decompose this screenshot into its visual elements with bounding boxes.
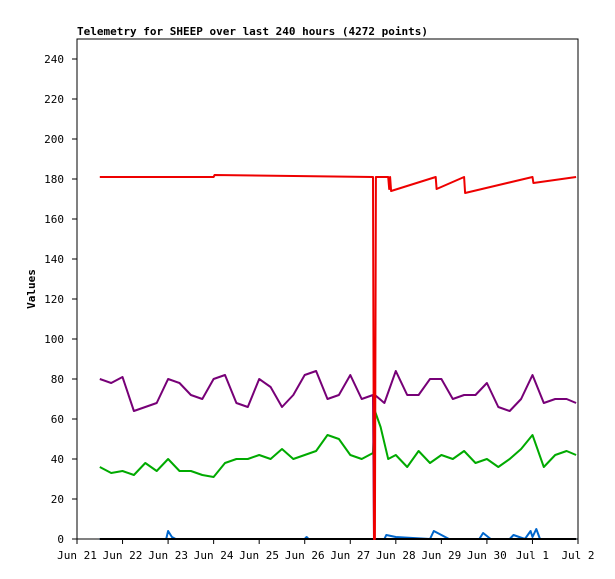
- x-tick-label: Jul 2: [561, 549, 594, 562]
- y-tick-label: 140: [44, 253, 64, 266]
- x-tick-label: Jun 26: [285, 549, 325, 562]
- x-tick-label: Jun 25: [239, 549, 279, 562]
- y-tick-label: 160: [44, 213, 64, 226]
- series-line: [99, 174, 577, 540]
- y-tick-label: 80: [51, 373, 64, 386]
- x-tick-label: Jul 1: [516, 549, 549, 562]
- y-tick-label: 180: [44, 173, 64, 186]
- y-axis-label: Values: [25, 269, 38, 309]
- plot-area: [76, 38, 579, 540]
- y-tick-label: 0: [57, 533, 64, 546]
- x-tick-label: Jun 22: [103, 549, 143, 562]
- y-tick-label: 40: [51, 453, 64, 466]
- y-tick-label: 120: [44, 293, 64, 306]
- x-tick-label: Jun 29: [421, 549, 461, 562]
- x-tick-label: Jun 28: [376, 549, 416, 562]
- y-tick-label: 20: [51, 493, 64, 506]
- x-tick-label: Jun 30: [467, 549, 507, 562]
- y-tick-label: 220: [44, 93, 64, 106]
- y-tick-label: 240: [44, 53, 64, 66]
- y-tick-label: 60: [51, 413, 64, 426]
- chart-title: Telemetry for SHEEP over last 240 hours …: [77, 25, 428, 38]
- x-tick-label: Jun 21: [57, 549, 97, 562]
- x-tick-label: Jun 23: [148, 549, 188, 562]
- y-tick-label: 100: [44, 333, 64, 346]
- y-tick-label: 200: [44, 133, 64, 146]
- series-line: [99, 370, 577, 540]
- series-lines: [99, 174, 577, 540]
- x-tick-label: Jun 24: [194, 549, 234, 562]
- series-line: [99, 410, 577, 478]
- x-tick-label: Jun 27: [330, 549, 370, 562]
- y-axis: 0 20 40 60 80 100 120 140 160 180 200 220 240: [44, 53, 77, 546]
- x-axis: Jun 21 Jun 22 Jun 23 Jun 24 Jun 25 Jun 26 Jun …: [57, 539, 595, 562]
